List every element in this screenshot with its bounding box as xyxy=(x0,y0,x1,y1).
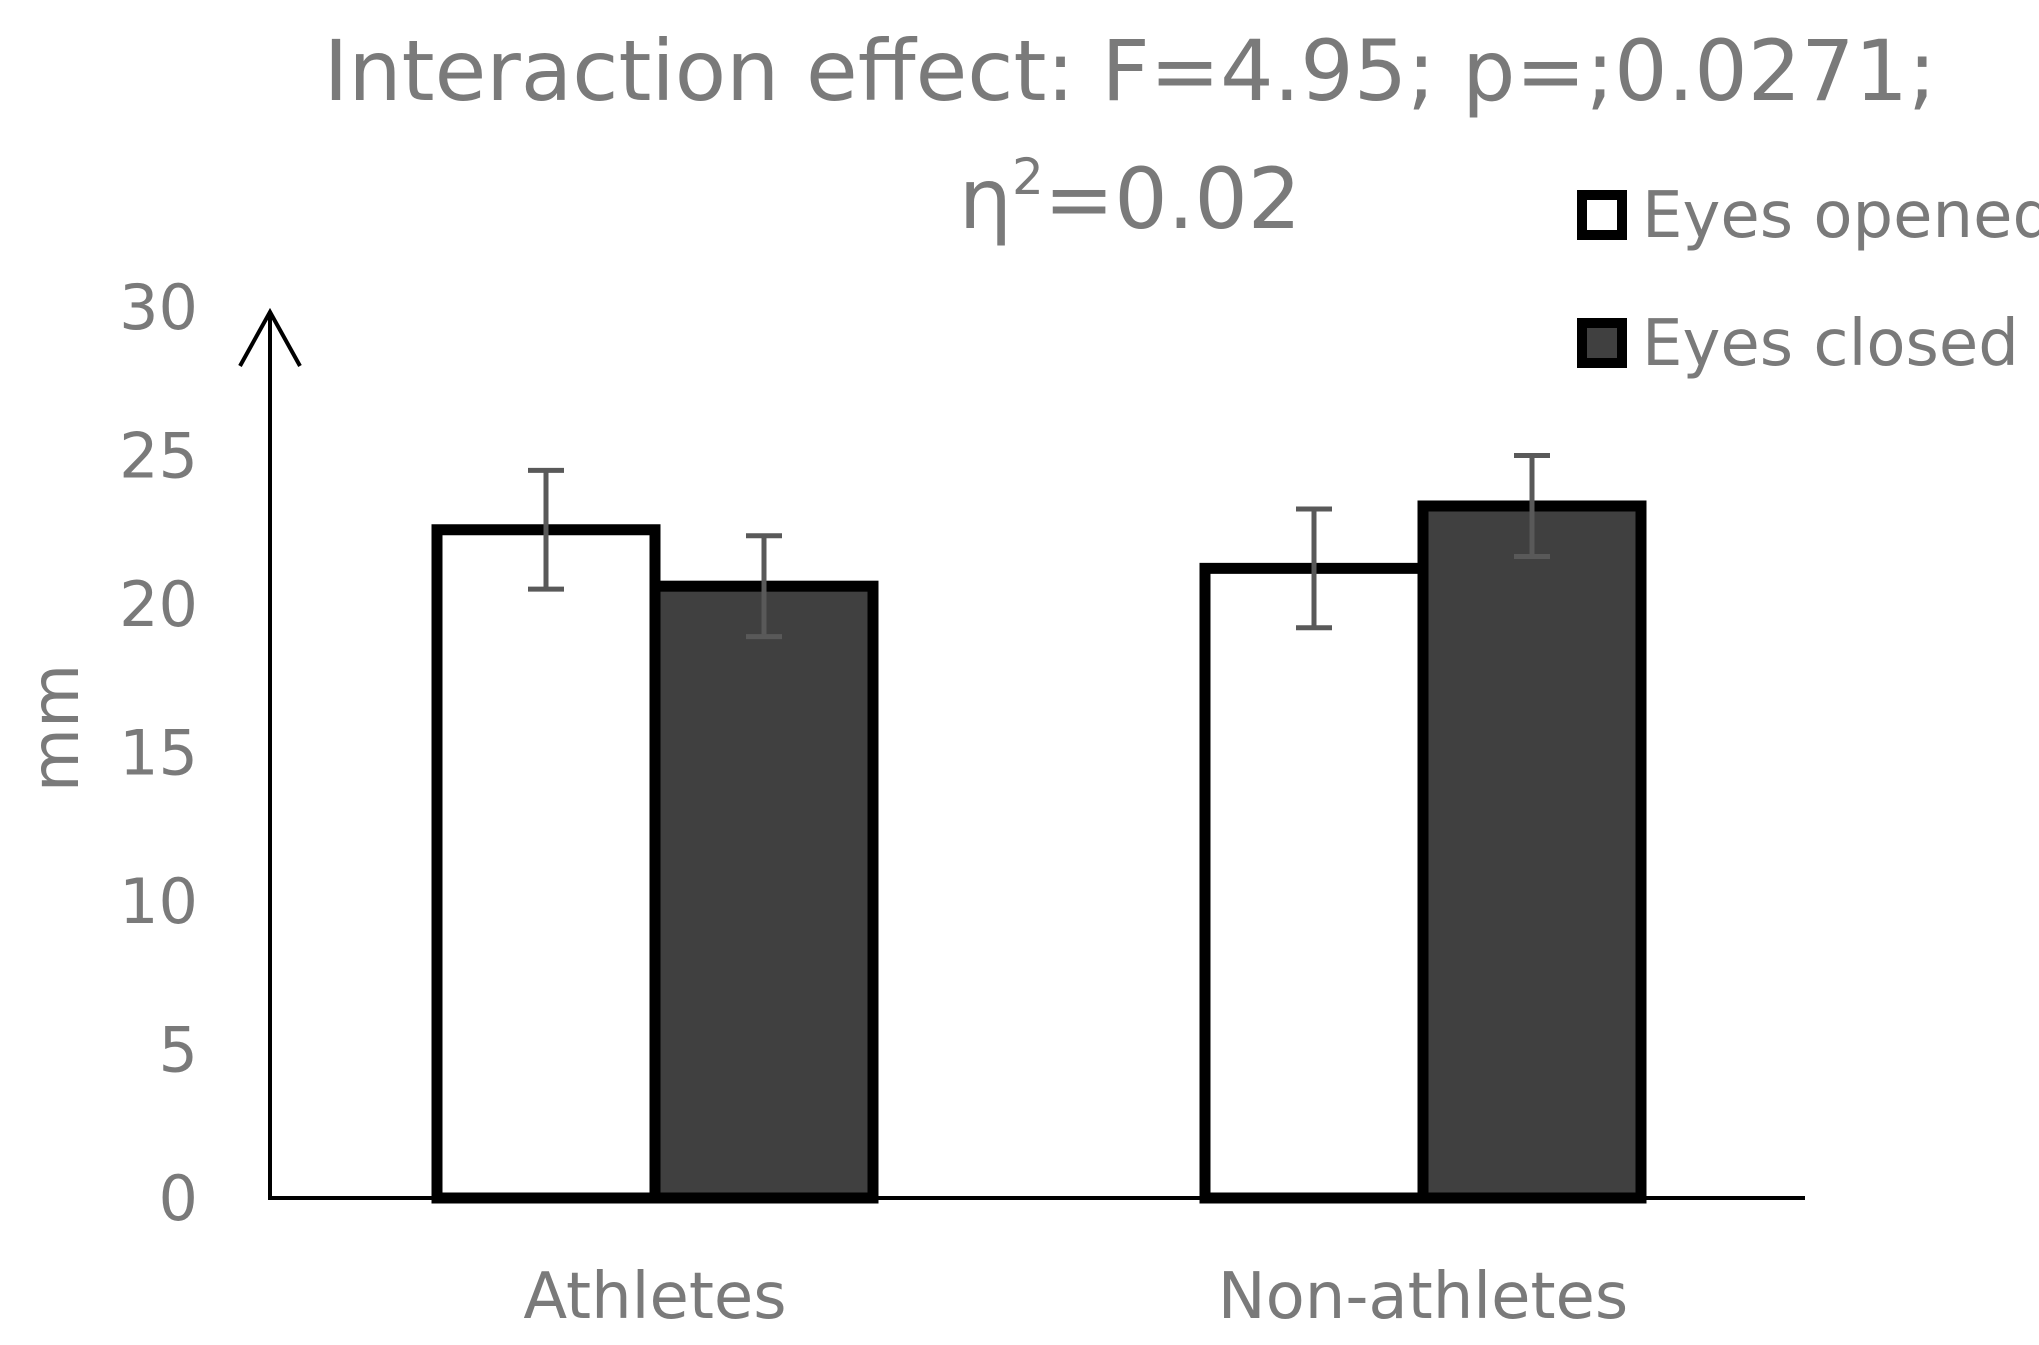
bar-eyes-opened-athletes xyxy=(431,524,661,1204)
y-tick-label: 10 xyxy=(119,865,198,938)
error-bars xyxy=(528,453,1550,640)
legend-swatch-eyes-closed xyxy=(1577,318,1627,368)
legend: Eyes opened Eyes closed xyxy=(1577,179,2039,381)
title-eta-value: =0.02 xyxy=(1044,150,1301,248)
bars xyxy=(431,500,1647,1204)
bar-eyes-closed-athletes xyxy=(649,580,879,1204)
error-bar xyxy=(746,533,782,640)
bar-eyes-closed-non-athletes xyxy=(1417,500,1647,1204)
title-superscript: 2 xyxy=(1012,148,1044,206)
chart-title-line1: Interaction effect: F=4.95; p=;0.0271; xyxy=(324,22,1937,120)
x-tick-label: Non-athletes xyxy=(1218,1260,1629,1334)
error-bar xyxy=(1296,506,1332,631)
y-tick-label: 0 xyxy=(159,1162,198,1235)
bar-eyes-opened-non-athletes xyxy=(1199,562,1429,1204)
title-eta: η xyxy=(959,150,1012,248)
y-tick-labels: 0 5 10 15 20 25 30 xyxy=(119,271,198,1235)
y-tick-label: 20 xyxy=(119,568,198,641)
legend-label-eyes-closed: Eyes closed xyxy=(1642,307,2019,381)
y-axis-label: mm xyxy=(17,664,94,793)
y-axis-arrowhead xyxy=(238,307,302,367)
y-tick-label: 5 xyxy=(159,1014,198,1087)
legend-label-eyes-opened: Eyes opened xyxy=(1642,179,2039,253)
y-tick-label: 25 xyxy=(119,420,198,493)
error-bar xyxy=(1514,453,1550,559)
y-tick-label: 30 xyxy=(119,271,198,344)
y-tick-label: 15 xyxy=(119,717,198,790)
x-tick-labels: Athletes Non-athletes xyxy=(523,1260,1628,1334)
x-tick-label: Athletes xyxy=(523,1260,786,1334)
legend-swatch-eyes-opened xyxy=(1577,190,1627,240)
chart-title-line2: η2=0.02 xyxy=(959,148,1301,248)
error-bar xyxy=(528,467,564,592)
